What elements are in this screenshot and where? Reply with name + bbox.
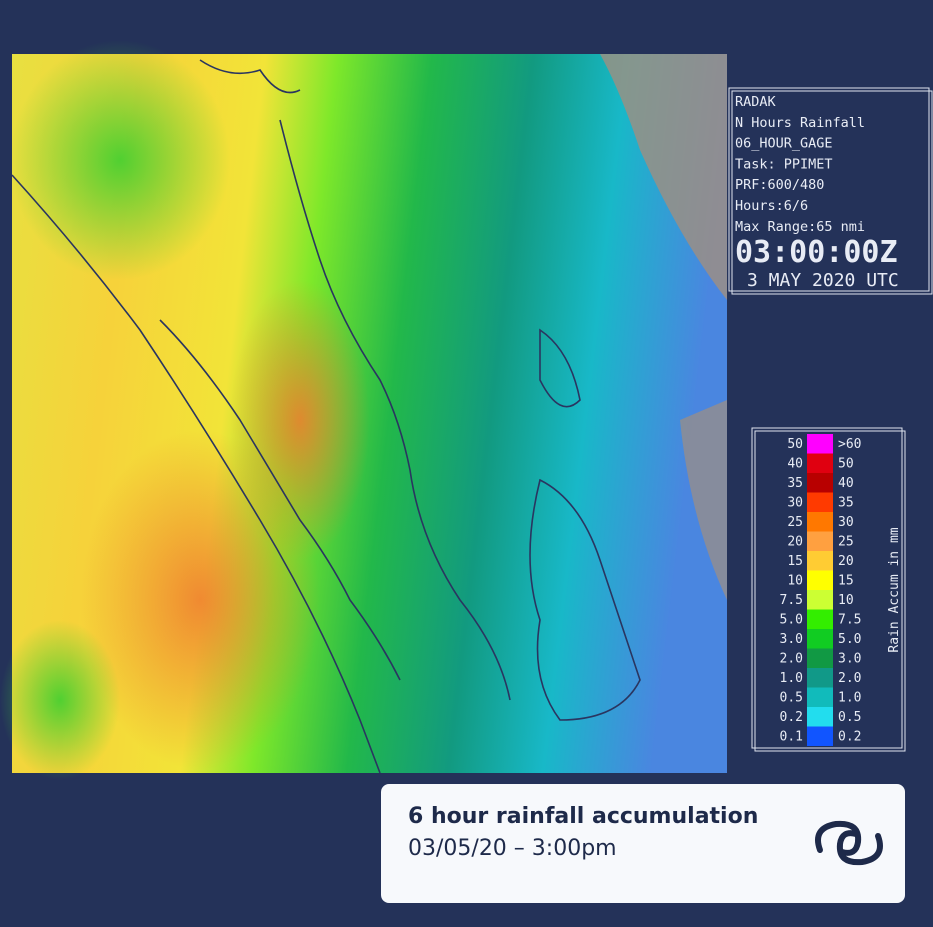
info-line: Max Range:65 nmi [735, 219, 865, 235]
caption: 6 hour rainfall accumulation 03/05/20 – … [381, 784, 905, 903]
legend-high: 0.5 [838, 710, 861, 725]
legend-low: 0.2 [780, 710, 803, 725]
legend-high: >60 [838, 437, 861, 452]
legend-high: 25 [838, 535, 854, 550]
date: 3 MAY 2020 UTC [747, 270, 899, 291]
legend-swatch [807, 687, 833, 707]
info-line: Hours:6/6 [735, 198, 808, 214]
legend-low: 10 [787, 574, 803, 589]
legend-high: 40 [838, 476, 854, 491]
legend-low: 7.5 [780, 593, 803, 608]
legend-low: 2.0 [780, 652, 803, 667]
info-line: Task: PPIMET [735, 156, 833, 172]
legend-low: 0.1 [780, 730, 803, 745]
legend-low: 0.5 [780, 691, 803, 706]
logo [815, 820, 883, 866]
legend-high: 30 [838, 515, 854, 530]
legend-swatch [807, 726, 833, 746]
legend: 50 >60 40 50 35 40 30 35 25 30 20 25 15 20 10 15 7.5 10 5.… [751, 427, 906, 752]
info-line: 06_HOUR_GAGE [735, 136, 833, 152]
legend-swatch [807, 570, 833, 590]
legend-swatch [807, 629, 833, 649]
caption-subtitle: 03/05/20 – 3:00pm [408, 836, 617, 861]
legend-high: 20 [838, 554, 854, 569]
info-panel: RADAK N Hours Rainfall 06_HOUR_GAGE Task: P… [728, 87, 933, 295]
info-line: N Hours Rainfall [735, 115, 865, 131]
legend-swatch [807, 512, 833, 532]
legend-high: 10 [838, 593, 854, 608]
legend-swatch [807, 707, 833, 727]
legend-low: 5.0 [780, 613, 803, 628]
legend-low: 30 [787, 496, 803, 511]
legend-low: 1.0 [780, 671, 803, 686]
legend-swatch [807, 492, 833, 512]
info-line: PRF:600/480 [735, 177, 824, 193]
legend-low: 40 [787, 457, 803, 472]
legend-swatch [807, 590, 833, 610]
legend-high: 35 [838, 496, 854, 511]
legend-high: 2.0 [838, 671, 861, 686]
info-line: RADAK [735, 94, 777, 110]
legend-swatch [807, 531, 833, 551]
legend-swatch [807, 453, 833, 473]
legend-swatch [807, 668, 833, 688]
legend-swatch [807, 434, 833, 454]
legend-high: 1.0 [838, 691, 861, 706]
legend-low: 25 [787, 515, 803, 530]
legend-low: 20 [787, 535, 803, 550]
legend-high: 3.0 [838, 652, 861, 667]
legend-low: 50 [787, 437, 803, 452]
legend-high: 50 [838, 457, 854, 472]
legend-low: 3.0 [780, 632, 803, 647]
legend-swatch [807, 551, 833, 571]
caption-title: 6 hour rainfall accumulation [408, 804, 758, 829]
legend-swatch [807, 609, 833, 629]
legend-high: 15 [838, 574, 854, 589]
legend-high: 5.0 [838, 632, 861, 647]
legend-low: 35 [787, 476, 803, 491]
legend-high: 0.2 [838, 730, 861, 745]
legend-title: Rain Accum in mm [887, 527, 902, 652]
legend-swatch [807, 648, 833, 668]
legend-swatch [807, 473, 833, 493]
legend-high: 7.5 [838, 613, 861, 628]
legend-low: 15 [787, 554, 803, 569]
time: 03:00:00Z [735, 235, 898, 270]
radar-map [0, 40, 727, 780]
